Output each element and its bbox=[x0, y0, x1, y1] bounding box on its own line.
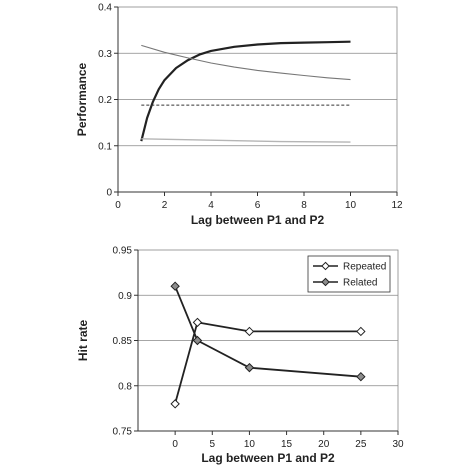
x-tick-label: 12 bbox=[391, 200, 403, 211]
legend-box bbox=[307, 255, 391, 293]
x-axis-label: Lag between P1 and P2 bbox=[201, 451, 335, 465]
legend-label-related: Related bbox=[343, 278, 377, 289]
y-tick-label: 0.8 bbox=[118, 381, 132, 392]
series-line-4 bbox=[141, 138, 351, 143]
x-tick-label: 8 bbox=[301, 200, 307, 211]
x-tick-label: 2 bbox=[162, 200, 168, 211]
data-point-related bbox=[356, 371, 366, 382]
data-point-repeated bbox=[356, 326, 366, 337]
data-point-repeated bbox=[170, 399, 180, 409]
y-axis-label: Hit rate bbox=[76, 320, 90, 362]
legend-marker bbox=[321, 277, 330, 287]
y-tick-label: 0.3 bbox=[98, 49, 112, 60]
y-tick-label: 0.1 bbox=[98, 141, 112, 152]
x-tick-label: 30 bbox=[392, 439, 404, 450]
x-tick-label: 5 bbox=[210, 439, 216, 450]
y-tick-label: 0.75 bbox=[113, 427, 133, 438]
x-tick-label: 10 bbox=[244, 439, 256, 450]
x-tick-label: 20 bbox=[318, 439, 330, 450]
data-point-related bbox=[192, 335, 203, 346]
series-line-1 bbox=[140, 40, 351, 142]
series-line-repeated bbox=[174, 321, 361, 405]
x-tick-label: 4 bbox=[208, 200, 214, 211]
x-tick-label: 0 bbox=[115, 200, 121, 211]
data-point-related bbox=[244, 362, 255, 373]
y-tick-label: 0.4 bbox=[98, 3, 112, 14]
x-tick-label: 6 bbox=[255, 200, 261, 211]
series-line-related bbox=[174, 285, 361, 378]
data-point-repeated bbox=[192, 317, 203, 328]
chart-panel-1: 0 2 4 6 8 10 12 0 0.1 0.2 0.3 0.4 Lag between P1 and… bbox=[75, 3, 403, 228]
x-tick-label: 25 bbox=[355, 439, 367, 450]
y-tick-label: 0.2 bbox=[98, 95, 112, 106]
x-tick-label: 15 bbox=[281, 439, 293, 450]
x-tick-label: 10 bbox=[345, 200, 357, 211]
x-axis-label: Lag between P1 and P2 bbox=[191, 213, 325, 227]
x-tick-label: 0 bbox=[172, 439, 178, 450]
y-tick-label: 0.85 bbox=[113, 336, 133, 347]
legend-label-repeated: Repeated bbox=[343, 262, 386, 273]
legend-marker bbox=[321, 261, 330, 271]
data-point-related bbox=[170, 281, 180, 291]
y-tick-label: 0.9 bbox=[118, 291, 132, 302]
series-line-2 bbox=[141, 44, 351, 81]
data-point-repeated bbox=[244, 326, 255, 337]
y-tick-label: 0 bbox=[106, 188, 112, 199]
legend: Repeated Related bbox=[307, 255, 391, 293]
chart-panel-2: 0 5 10 15 20 25 30 0.75 0.8 0.85 0.9 0.95 Lag betwee… bbox=[76, 246, 404, 466]
y-tick-label: 0.95 bbox=[113, 246, 133, 257]
y-axis-label: Performance bbox=[75, 62, 89, 136]
